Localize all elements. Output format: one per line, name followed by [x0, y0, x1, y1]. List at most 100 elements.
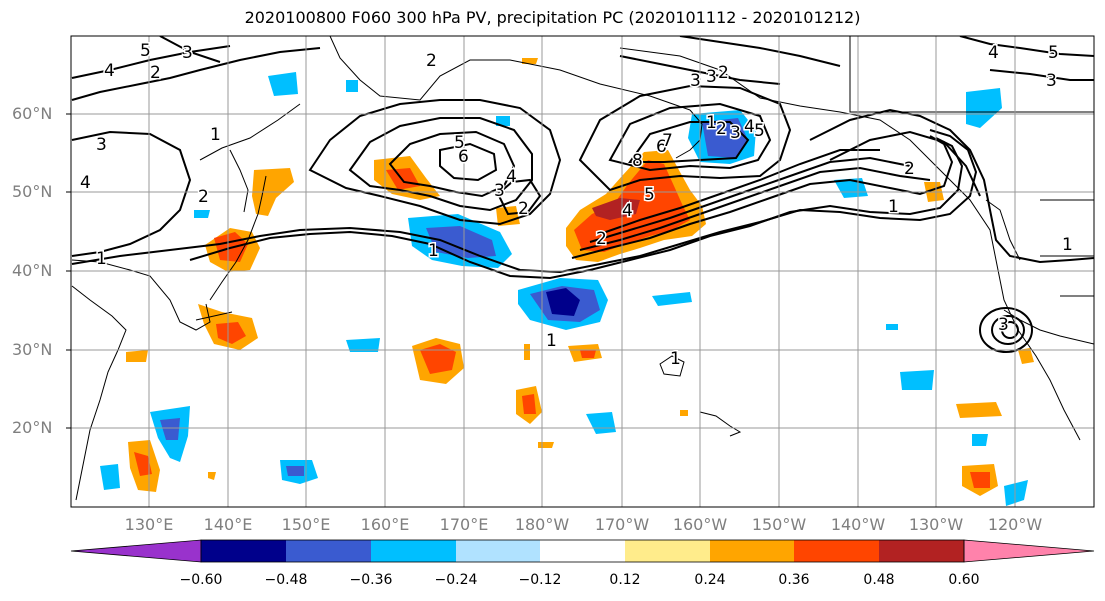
colorbar-bin	[286, 540, 371, 562]
shade-negative	[834, 178, 868, 198]
shade-negative	[900, 370, 934, 390]
contour-label: 4	[104, 61, 115, 81]
shade-negative	[1004, 480, 1028, 506]
shade-negative	[966, 88, 1002, 128]
colorbar-tick-label: −0.48	[264, 572, 308, 588]
contour-label: 5	[454, 133, 465, 153]
shade-positive	[208, 472, 216, 480]
shade-positive	[420, 344, 456, 374]
shade-negative	[496, 116, 510, 126]
contour-label: 1	[210, 125, 221, 145]
contour-label: 6	[458, 147, 469, 167]
shade-positive	[126, 350, 148, 362]
contour-label: 3	[730, 123, 741, 143]
map-area: 5 4 2 3 2 3 3 2 4 5 3 4 3 1 2 1 1 5 6 3 …	[71, 36, 1094, 507]
contour-label: 2	[150, 63, 161, 83]
precip-shading	[100, 58, 1034, 506]
contour-label: 2	[718, 63, 729, 83]
contour-label: 1	[546, 331, 557, 351]
contour-label: 4	[622, 201, 633, 221]
colorbar-tick-label: −0.36	[349, 572, 393, 588]
shade-negative	[586, 412, 616, 434]
contour-label: 3	[1046, 71, 1057, 91]
colorbar-extend-low	[70, 539, 202, 563]
colorbar	[70, 539, 1095, 563]
contour-label: 5	[754, 121, 765, 141]
colorbar-bin	[540, 540, 625, 562]
shade-positive	[580, 350, 596, 358]
lon-label: 130°W	[908, 515, 964, 534]
lon-label: 180°W	[514, 515, 570, 534]
contour-label: 8	[632, 151, 643, 171]
contour-label: 1	[1062, 235, 1073, 255]
lon-label: 150°W	[751, 515, 807, 534]
shade-positive	[134, 452, 152, 476]
contour-label: 1	[706, 113, 717, 133]
colorbar-bin	[710, 540, 794, 562]
contour-label: 4	[744, 117, 755, 137]
colorbar-tick-label: 0.24	[694, 572, 726, 588]
contour-label: 3	[182, 43, 193, 63]
pv-contours	[71, 36, 1094, 353]
shade-negative	[972, 434, 988, 446]
shade-positive	[956, 402, 1002, 418]
lat-label: 40°N	[12, 261, 53, 280]
colorbar-tick-label: 0.60	[948, 572, 980, 588]
colorbar-extend-high	[963, 539, 1095, 563]
contour-label: 2	[518, 199, 529, 219]
shade-negative	[100, 464, 120, 490]
contour-label: 7	[662, 131, 673, 151]
contour-label: 3	[494, 181, 505, 201]
shade-negative	[886, 324, 898, 330]
lon-label: 120°W	[987, 515, 1043, 534]
contour-label: 1	[670, 349, 681, 369]
shade-positive	[386, 168, 420, 190]
shade-positive	[680, 410, 688, 416]
contour-label: 1	[96, 249, 107, 269]
contour-label: 4	[80, 173, 91, 193]
contour-label: 2	[198, 187, 209, 207]
shade-positive	[1018, 348, 1034, 364]
shade-positive	[522, 394, 536, 414]
contour-label: 3	[690, 71, 701, 91]
shade-positive	[522, 58, 538, 64]
colorbar-tick-label: −0.12	[518, 572, 562, 588]
shade-positive	[592, 198, 640, 220]
shade-negative	[652, 292, 692, 306]
lat-label: 20°N	[12, 418, 53, 437]
contour-label: 2	[904, 159, 915, 179]
contour-label: 4	[988, 43, 999, 63]
lat-ticks	[66, 113, 71, 429]
colorbar-tick-label: −0.60	[179, 572, 223, 588]
lat-label: 50°N	[12, 182, 53, 201]
lat-label: 30°N	[12, 340, 53, 359]
shade-negative	[286, 466, 304, 476]
shade-positive	[496, 206, 520, 226]
lon-label: 140°E	[203, 515, 253, 534]
colorbar-tick-label: 0.48	[863, 572, 895, 588]
contour-label: 3	[96, 135, 107, 155]
shade-negative	[346, 80, 358, 92]
contour-label: 2	[596, 229, 607, 249]
colorbar-bin	[456, 540, 540, 562]
contour-label: 1	[888, 197, 899, 217]
contour-label: 2	[716, 119, 727, 139]
contour-label: 5	[644, 185, 655, 205]
contour-label: 5	[140, 41, 151, 61]
shade-positive	[970, 472, 990, 488]
colorbar-bin	[201, 540, 286, 562]
colorbar-tick-label: −0.24	[434, 572, 478, 588]
shade-negative	[194, 210, 210, 218]
colorbar-tick-label: 0.36	[778, 572, 810, 588]
shade-positive	[216, 322, 246, 344]
graticule	[71, 36, 1094, 507]
map-title: 2020100800 F060 300 hPa PV, precipitatio…	[244, 8, 861, 27]
shade-negative	[546, 288, 580, 316]
colorbar-tick-label: 0.12	[609, 572, 641, 588]
contour-label: 5	[1048, 43, 1059, 63]
contour-label: 3	[998, 315, 1009, 335]
shade-negative	[160, 418, 180, 440]
colorbar-bin	[371, 540, 456, 562]
lon-label: 140°W	[830, 515, 886, 534]
